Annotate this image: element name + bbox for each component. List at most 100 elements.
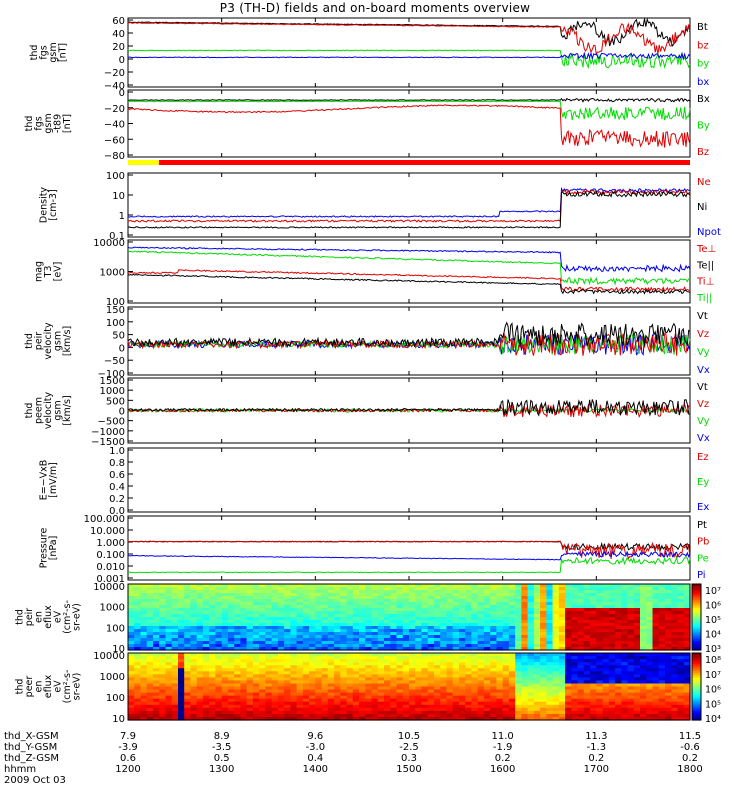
spectrogram-cell	[677, 710, 685, 715]
spectrogram-cell	[309, 638, 316, 642]
spectrogram-cell	[627, 695, 635, 700]
spectrogram-cell	[658, 611, 666, 615]
legend-vx: Vx	[697, 365, 710, 376]
spectrogram-cell	[396, 710, 404, 715]
spectrogram-cell	[583, 635, 591, 639]
spectrogram-cell	[284, 596, 291, 600]
spectrogram-cell	[165, 626, 173, 630]
spectrogram-cell	[452, 617, 460, 621]
spectrogram-cell	[315, 647, 323, 651]
spectrogram-cell	[677, 617, 685, 621]
spectrogram-cell	[502, 659, 510, 663]
spectrogram-cell	[415, 698, 422, 703]
spectrogram-cell	[277, 701, 285, 706]
spectrogram-cell	[384, 710, 391, 715]
spectrogram-cell	[483, 602, 491, 606]
spectrogram-cell	[165, 617, 173, 621]
spectrogram-cell	[627, 671, 635, 675]
spectrogram-cell	[159, 635, 166, 639]
spectrogram-cell	[246, 689, 254, 694]
spectrogram-cell	[390, 689, 398, 694]
spectrogram-cell	[459, 641, 466, 645]
spectrogram-cell	[284, 668, 291, 672]
spectrogram-cell	[146, 587, 154, 591]
spectrogram-cell	[577, 641, 585, 645]
spectrogram-cell	[296, 692, 304, 697]
spectrogram-cell	[546, 593, 554, 597]
spectrogram-cell	[178, 623, 185, 627]
spectrogram-cell	[502, 713, 510, 718]
spectrogram-cell	[390, 605, 398, 609]
spectrogram-cell	[565, 632, 572, 636]
spectrogram-cell	[621, 647, 629, 651]
spectrogram-cell	[265, 623, 273, 627]
y-axis-label-line: -t89	[53, 114, 64, 133]
spectrogram-cell	[440, 602, 447, 606]
spectrogram-cell	[577, 617, 585, 621]
spectrogram-cell	[128, 596, 135, 600]
spectrogram-cell	[252, 683, 260, 688]
spectrogram-cell	[271, 641, 279, 645]
spectrogram-cell	[571, 692, 579, 697]
spectrogram-cell	[302, 717, 310, 721]
spectrogram-cell	[596, 653, 604, 657]
spectrogram-cell	[284, 656, 291, 660]
spectrogram-cell	[153, 662, 160, 666]
spectrogram-cell	[171, 668, 179, 672]
spectrogram-cell	[577, 614, 585, 618]
spectrogram-cell	[146, 695, 154, 700]
y-axis-label-line: fgs	[38, 45, 49, 59]
spectrogram-cell	[440, 635, 447, 639]
spectrogram-cell	[633, 665, 641, 669]
spectrogram-cell	[346, 692, 354, 697]
spectrogram-cell	[146, 641, 154, 645]
spectrogram-cell	[227, 656, 235, 660]
spectrogram-cell	[246, 686, 254, 691]
spectrogram-cell	[477, 665, 485, 669]
spectrogram-cell	[683, 647, 691, 651]
spectrogram-cell	[446, 659, 454, 663]
spectrogram-cell	[153, 665, 160, 669]
spectrogram-cell	[146, 701, 154, 706]
spectrogram-cell	[515, 644, 522, 648]
spectrogram-cell	[265, 698, 273, 703]
spectrogram-cell	[215, 659, 223, 663]
spectrogram-cell	[352, 674, 360, 678]
spectrogram-cell	[265, 614, 273, 618]
spectrogram-cell	[196, 710, 204, 715]
spectrogram-cell	[384, 611, 391, 615]
spectrogram-cell	[434, 707, 441, 712]
spectrogram-cell	[471, 623, 479, 627]
spectrogram-cell	[546, 644, 554, 648]
spectrogram-cell	[140, 623, 148, 627]
spectrogram-cell	[427, 710, 435, 715]
spectrogram-cell	[171, 692, 179, 697]
spectrogram-cell	[271, 677, 279, 681]
spectrogram-cell	[302, 707, 310, 712]
spectrogram-cell	[440, 683, 447, 688]
spectrogram-cell	[240, 644, 248, 648]
spectrogram-cell	[583, 680, 591, 684]
spectrogram-cell	[227, 623, 235, 627]
spectrogram-cell	[471, 593, 479, 597]
spectrogram-cell	[221, 695, 229, 700]
spectrogram-cell	[565, 695, 572, 700]
spectrogram-cell	[209, 617, 216, 621]
spectrogram-cell	[234, 707, 241, 712]
spectrogram-cell	[384, 605, 391, 609]
spectrogram-cell	[352, 608, 360, 612]
spectrogram-cell	[209, 698, 216, 703]
spectrogram-cell	[265, 710, 273, 715]
spectrogram-cell	[471, 641, 479, 645]
spectrogram-cell	[577, 647, 585, 651]
spectrogram-cell	[140, 662, 148, 666]
spectrogram-cell	[321, 632, 329, 636]
spectrogram-cell	[465, 602, 472, 606]
spectrogram-cell	[377, 677, 385, 681]
spectrogram-cell	[159, 677, 166, 681]
spectrogram-cell	[446, 680, 454, 684]
spectrogram-cell	[146, 635, 154, 639]
spectrogram-cell	[521, 641, 529, 645]
spectrogram-cell	[340, 701, 348, 706]
